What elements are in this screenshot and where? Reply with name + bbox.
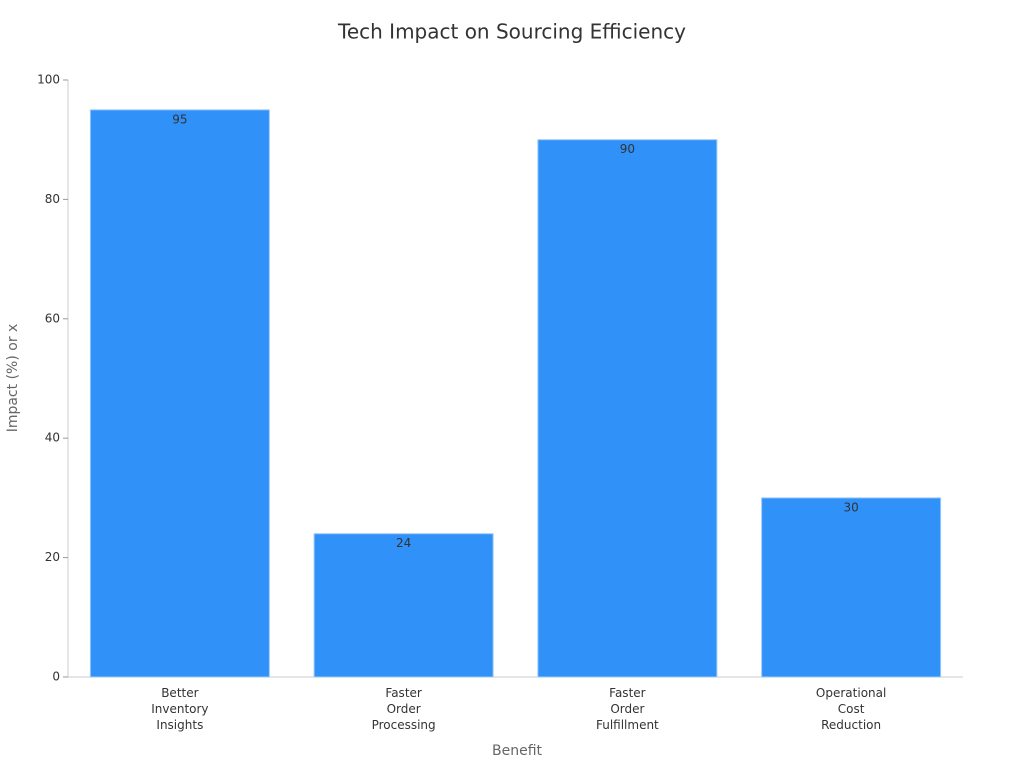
bar	[537, 139, 718, 678]
x-axis-title: Benefit	[492, 743, 543, 759]
bar	[313, 533, 494, 678]
bar	[89, 109, 270, 678]
y-tick-label: 20	[45, 550, 60, 564]
chart-title: Tech Impact on Sourcing Efficiency	[337, 20, 686, 44]
x-tick-label: Operational Cost Reduction	[816, 686, 886, 732]
y-tick-label: 0	[52, 670, 60, 684]
y-tick-label: 40	[45, 431, 60, 445]
y-tick-label: 80	[45, 192, 60, 206]
y-tick-label: 60	[45, 311, 60, 325]
value-label: 95	[172, 112, 187, 126]
value-label: 30	[843, 500, 858, 514]
y-axis-title: Impact (%) or x	[5, 324, 21, 433]
x-tick-label: Faster Order Processing	[372, 686, 436, 732]
value-label: 90	[620, 142, 635, 156]
bar	[761, 497, 942, 678]
y-tick-label: 100	[37, 73, 60, 87]
x-tick-label: Faster Order Fulfillment	[596, 686, 659, 732]
x-tick-label: Better Inventory Insights	[151, 686, 208, 732]
value-label: 24	[396, 536, 411, 550]
